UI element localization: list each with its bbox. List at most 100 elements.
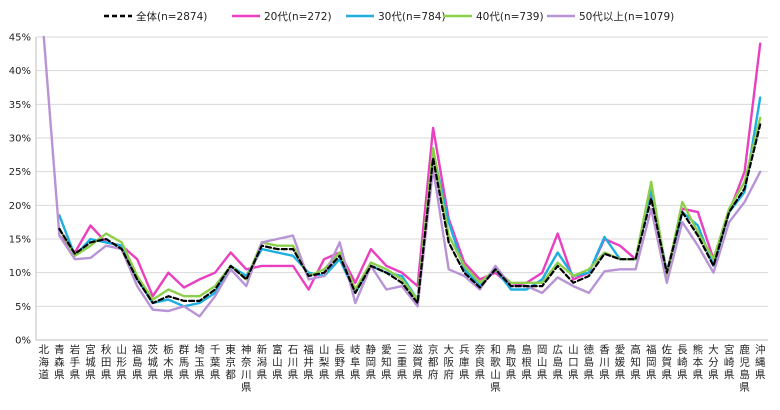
x-category-char: 広 — [552, 343, 563, 356]
axes — [35, 37, 768, 341]
x-category-char: 愛 — [615, 343, 626, 356]
x-category-char: 滋 — [412, 343, 423, 356]
x-category-char: 山 — [116, 344, 127, 356]
x-category-char: 宮 — [85, 343, 96, 356]
x-category-char: 佐 — [662, 343, 673, 356]
x-category-char: 石 — [288, 344, 299, 356]
x-category-char: 賀 — [662, 357, 673, 369]
x-category-label: 東京都 — [225, 343, 236, 381]
legend-label: 30代(n=784) — [378, 11, 446, 23]
x-category-label: 茨城県 — [148, 343, 159, 381]
x-category-char: 島 — [552, 356, 563, 369]
x-category-char: 県 — [459, 369, 470, 381]
x-category-char: 県 — [397, 369, 408, 381]
x-category-char: 岩 — [70, 343, 81, 356]
x-category-label: 岡山県 — [537, 344, 548, 381]
y-tick-label: 0% — [15, 336, 31, 347]
x-category-char: 愛 — [381, 343, 392, 356]
x-category-char: 県 — [708, 369, 719, 381]
x-category-char: 秋 — [101, 343, 112, 356]
x-category-char: 木 — [163, 357, 174, 369]
legend-label: 40代(n=739) — [476, 11, 544, 23]
x-category-char: 縄 — [755, 356, 766, 369]
x-category-char: 県 — [101, 369, 112, 381]
x-category-char: 熊 — [693, 343, 704, 356]
x-category-char: 福 — [132, 343, 143, 356]
x-category-label: 滋賀県 — [412, 343, 423, 381]
x-category-char: 山 — [568, 344, 579, 356]
x-category-label: 秋田県 — [101, 343, 112, 381]
x-category-char: 児 — [739, 357, 750, 369]
x-category-char: 県 — [475, 369, 486, 381]
x-category-char: 県 — [116, 369, 127, 381]
x-category-char: 県 — [381, 369, 392, 381]
legend-label: 50代以上(n=1079) — [579, 11, 674, 23]
series-line-0 — [58, 123, 762, 305]
x-category-label: 島根県 — [521, 343, 532, 381]
x-category-char: 県 — [85, 369, 96, 381]
x-category-char: 静 — [366, 343, 377, 356]
x-category-label: 静岡県 — [366, 343, 377, 381]
series-line-3 — [58, 116, 762, 301]
x-category-char: 山 — [272, 357, 283, 369]
x-category-char: 馬 — [179, 357, 190, 369]
x-category-char: 県 — [662, 369, 673, 381]
x-category-label: 山口県 — [568, 344, 579, 381]
x-category-char: 葉 — [210, 356, 221, 369]
x-category-char: 都 — [428, 357, 439, 369]
x-category-char: 川 — [241, 369, 252, 381]
x-category-char: 京 — [428, 343, 439, 356]
x-category-label: 福岡県 — [646, 343, 657, 381]
y-tick-label: 25% — [9, 167, 31, 178]
x-category-char: 青 — [54, 343, 65, 356]
x-category-char: 埼 — [194, 343, 205, 356]
x-category-char: 県 — [693, 369, 704, 381]
x-category-char: 群 — [179, 343, 190, 356]
x-category-label: 宮崎県 — [724, 343, 735, 381]
x-category-char: 富 — [272, 343, 283, 356]
x-category-char: 岡 — [537, 344, 548, 356]
x-category-char: 県 — [506, 369, 517, 381]
y-tick-label: 15% — [9, 235, 31, 246]
x-category-label: 愛媛県 — [615, 343, 626, 381]
x-category-char: 県 — [257, 369, 268, 381]
x-category-char: 県 — [179, 369, 190, 381]
y-axis-tick-labels: 0% 5% 10% 15% 20% 25% 30% 35% 40% 45% — [9, 33, 31, 347]
x-category-label: 香川県 — [599, 344, 610, 381]
x-category-char: 都 — [225, 369, 236, 381]
x-category-label: 愛知県 — [381, 343, 392, 381]
x-category-char: 県 — [490, 382, 501, 394]
x-category-char: 歌 — [490, 356, 501, 369]
y-tick-label: 45% — [9, 33, 31, 44]
x-category-label: 徳島県 — [584, 343, 595, 381]
x-category-label: 山形県 — [116, 344, 127, 381]
x-category-char: 福 — [646, 343, 657, 356]
data-series — [42, 35, 762, 318]
x-category-char: 県 — [54, 369, 65, 381]
x-category-char: 東 — [225, 343, 236, 356]
x-category-char: 玉 — [194, 357, 205, 369]
x-category-char: 県 — [537, 369, 548, 381]
x-category-char: 県 — [70, 369, 81, 381]
x-category-char: 県 — [615, 369, 626, 381]
x-category-char: 県 — [568, 369, 579, 381]
x-category-char: 島 — [739, 368, 750, 381]
x-category-label: 岩手県 — [70, 343, 81, 381]
x-category-char: 賀 — [412, 357, 423, 369]
x-category-char: 府 — [428, 368, 439, 381]
x-category-char: 北 — [39, 344, 50, 356]
x-category-char: 兵 — [459, 343, 470, 356]
x-category-char: 庫 — [459, 356, 470, 369]
x-category-char: 岐 — [350, 343, 361, 356]
x-category-label: 福島県 — [132, 343, 143, 381]
x-category-label: 長崎県 — [677, 344, 688, 381]
x-category-char: 奈 — [475, 343, 486, 356]
x-category-label: 兵庫県 — [459, 343, 470, 381]
x-category-char: 県 — [288, 369, 299, 381]
x-category-char: 県 — [132, 369, 143, 381]
x-category-char: 城 — [148, 357, 159, 369]
x-category-char: 知 — [381, 356, 392, 369]
x-category-char: 長 — [334, 344, 345, 356]
x-category-char: 京 — [225, 356, 236, 369]
